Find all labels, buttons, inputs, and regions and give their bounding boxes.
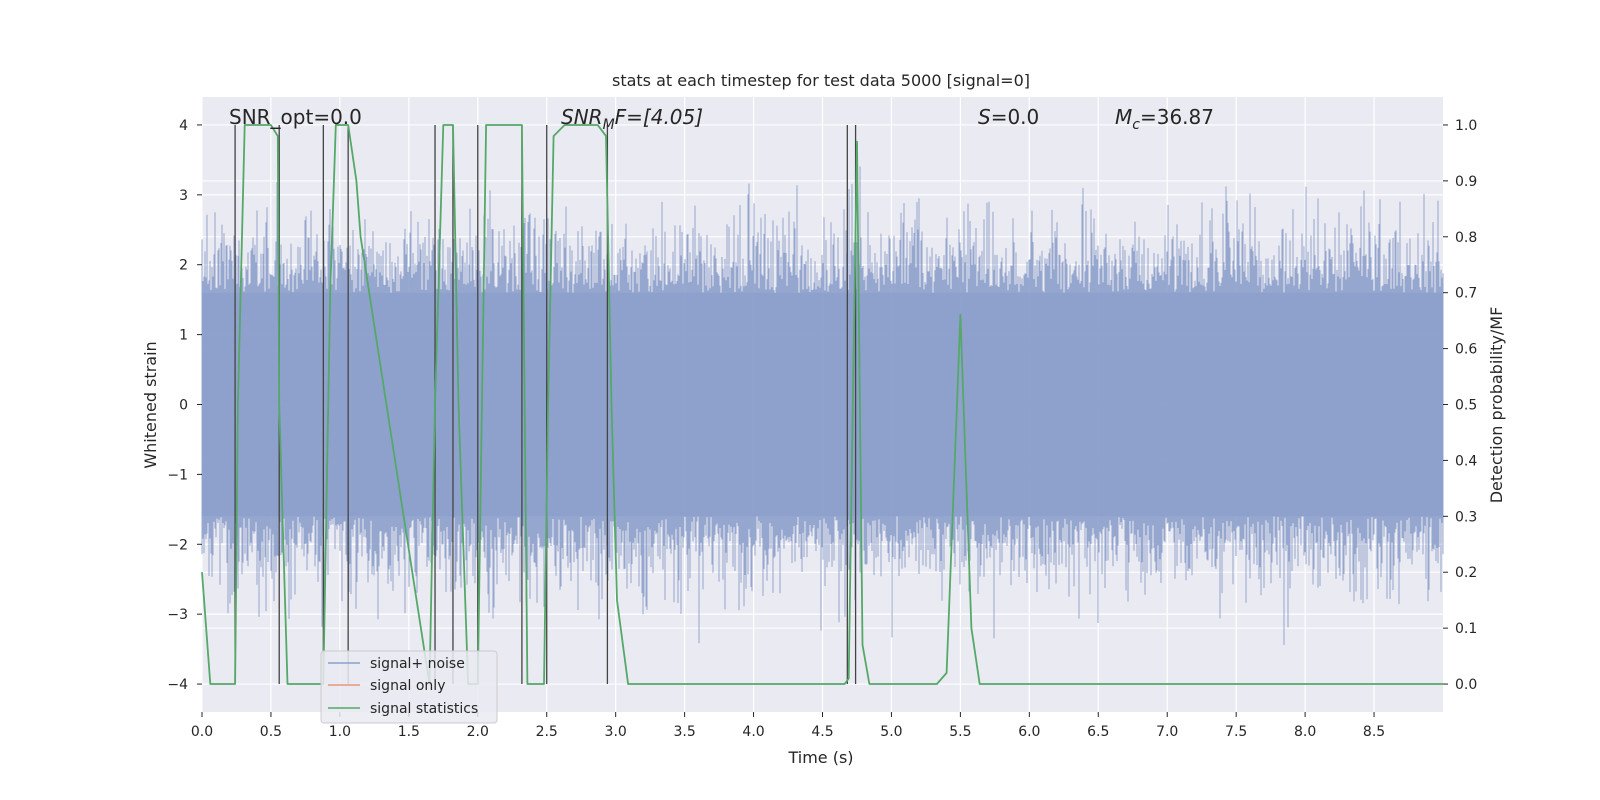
annotation-mc-subscript: c (1132, 117, 1140, 133)
annotation-snr-opt: SNR_opt=0.0 (229, 105, 362, 129)
y-axis-label: Whitened strain (141, 341, 160, 468)
annotation-mc: Mc=36.87 (1115, 105, 1214, 133)
x-tick-label: 1.0 (329, 724, 351, 740)
y-tick-label: −1 (167, 467, 188, 483)
legend-entry-stats: signal statistics (370, 701, 478, 717)
annotation-snr-mf-subscript: M (603, 117, 615, 133)
x-axis-label: Time (s) (787, 748, 853, 767)
y-right-tick-label: 0.2 (1455, 565, 1477, 581)
legend: signal+ noise signal only signal statist… (320, 650, 498, 724)
x-tick-label: 2.0 (467, 724, 489, 740)
y-right-tick-label: 0.3 (1455, 509, 1477, 525)
x-tick-label: 3.5 (673, 724, 695, 740)
x-tick-label: 6.0 (1018, 724, 1040, 740)
y-right-tick-label: 0.0 (1455, 677, 1477, 693)
x-tick-label: 5.5 (949, 724, 971, 740)
x-tick-label: 8.5 (1363, 724, 1385, 740)
y-right-tick-label: 0.1 (1455, 621, 1477, 637)
y-tick-label: 4 (179, 118, 188, 134)
annotation-snr-mf-value: F=[4.05] (615, 105, 703, 129)
y-tick-label: 2 (179, 258, 188, 274)
y-right-tick-label: 0.7 (1455, 286, 1477, 302)
x-tick-label: 0.0 (191, 724, 213, 740)
signal-noise-series (201, 166, 1444, 645)
annotation-s-symbol: S (978, 105, 991, 129)
chart-title: stats at each timestep for test data 500… (612, 71, 1030, 90)
legend-entry-signal: signal only (370, 678, 445, 694)
signal-statistics-line (201, 124, 1443, 685)
y-right-tick-label: 0.8 (1455, 230, 1477, 246)
x-tick-label: 7.5 (1225, 724, 1247, 740)
y-tick-label: −4 (167, 677, 188, 693)
x-tick-label: 7.0 (1156, 724, 1178, 740)
x-tick-label: 3.0 (605, 724, 627, 740)
legend-entry-noise: signal+ noise (370, 656, 465, 672)
y-tick-label: −2 (167, 537, 188, 553)
y-right-tick-label: 0.4 (1455, 453, 1477, 469)
annotation-mc-value: =36.87 (1140, 105, 1214, 129)
y-right-tick-label: 1.0 (1455, 118, 1477, 134)
y-tick-label: −3 (167, 607, 188, 623)
annotation-snr-mf-symbol: SNR (561, 105, 603, 129)
signal-statistics-series (201, 124, 1443, 685)
annotation-s-value: =0.0 (991, 105, 1040, 129)
x-tick-label: 8.0 (1294, 724, 1316, 740)
x-tick-label: 0.5 (260, 724, 282, 740)
legend-box (320, 650, 498, 724)
annotation-snr-mf: SNRMF=[4.05] (561, 105, 703, 133)
y-axis-right-label: Detection probability/MF (1487, 307, 1506, 504)
y-right-tick-label: 0.9 (1455, 174, 1477, 190)
x-tick-label: 4.5 (811, 724, 833, 740)
x-tick-label: 2.5 (536, 724, 558, 740)
y-tick-label: 0 (179, 398, 188, 414)
y-right-tick-label: 0.5 (1455, 398, 1477, 414)
y-right-tick-label: 0.6 (1455, 342, 1477, 358)
annotation-mc-symbol: M (1115, 105, 1132, 129)
y-tick-label: 1 (179, 328, 188, 344)
y-tick-label: 3 (179, 188, 188, 204)
x-tick-label: 1.5 (398, 724, 420, 740)
axes: 0.0 0.5 1.0 1.5 2.0 2.5 3.0 3.5 4.0 4.5 5.0 5.5 6.0 6… (167, 118, 1477, 740)
x-tick-label: 6.5 (1087, 724, 1109, 740)
annotation-s: S=0.0 (978, 105, 1039, 129)
x-tick-label: 4.0 (742, 724, 764, 740)
x-tick-label: 5.0 (880, 724, 902, 740)
